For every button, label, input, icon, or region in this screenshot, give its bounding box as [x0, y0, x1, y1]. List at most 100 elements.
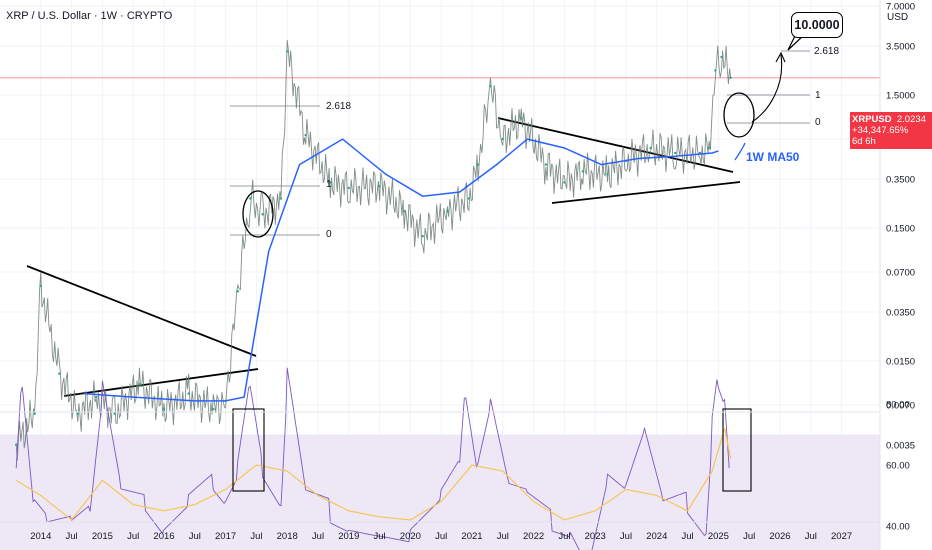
annotation-shapes	[232, 35, 805, 492]
price-point	[489, 85, 492, 88]
ma50-line	[83, 138, 719, 402]
price-tick-label: 0.0035	[886, 440, 915, 451]
time-tick-label: 2020	[400, 531, 421, 542]
price-tag-symbol: XRPUSD	[852, 114, 892, 125]
time-tick-label: Jul	[497, 531, 509, 542]
price-point	[304, 133, 307, 137]
price-target-callout: 10.0000	[791, 12, 843, 38]
price-point	[113, 412, 116, 415]
price-point	[467, 197, 471, 200]
chart-title: XRP / U.S. Dollar · 1W · CRYPTO	[6, 10, 173, 22]
time-tick-label: Jul	[805, 531, 817, 542]
price-point	[581, 170, 585, 173]
time-tick-label: Jul	[374, 531, 386, 542]
price-point	[544, 163, 548, 166]
price-point	[563, 181, 566, 184]
fib-2025-top-label: 2.618	[814, 46, 840, 57]
time-tick-label: 2023	[585, 531, 606, 542]
price-tick-label: 1.5000	[886, 91, 915, 102]
rsi-tick-label: 40.00	[886, 522, 910, 533]
rsi-tick-label: 60.00	[886, 461, 910, 472]
fib-2025-bottom-label: 0	[815, 117, 821, 128]
price-point	[14, 443, 18, 447]
price-point	[720, 55, 723, 59]
fib-lines	[230, 50, 810, 236]
price-point	[714, 69, 717, 72]
time-tick-label: Jul	[127, 531, 139, 542]
price-point	[138, 383, 141, 386]
price-tick-label: 3.5000	[886, 42, 915, 53]
time-tick-label: Jul	[66, 531, 78, 542]
price-point	[421, 235, 424, 238]
time-tick-label: Jul	[558, 531, 570, 542]
price-point	[162, 407, 166, 411]
price-tag-value: 2.0234	[896, 114, 926, 125]
price-point	[446, 210, 449, 213]
price-point	[329, 181, 332, 184]
price-point	[58, 372, 61, 375]
highlight-circle-2025	[723, 92, 755, 138]
price-point	[707, 146, 711, 150]
price-tick-label: 0.0700	[886, 267, 915, 278]
callout-pointer	[787, 35, 805, 51]
time-tick-label: Jul	[250, 531, 262, 542]
time-tick-label: 2026	[769, 531, 790, 542]
price-point	[95, 395, 98, 399]
trendline	[551, 181, 741, 204]
projection-arrowhead	[775, 51, 786, 63]
time-tick-label: Jul	[743, 531, 755, 542]
price-tick-label: 0.0070	[886, 400, 915, 411]
ma-label: 1W MA50	[746, 150, 800, 164]
fib-2017-mid-label: 1	[326, 179, 332, 190]
price-point	[674, 151, 677, 155]
time-tick-label: 2015	[92, 531, 113, 542]
rsi-tick-label: 80.00	[886, 400, 910, 411]
time-tick-label: 2018	[277, 531, 298, 542]
time-tick-label: 2016	[153, 531, 174, 542]
price-tick-label: 0.3500	[886, 175, 915, 186]
price-point	[236, 290, 240, 293]
price-line	[15, 40, 732, 461]
rsi-box-2017	[232, 408, 265, 492]
price-point	[286, 50, 289, 53]
price-tag-change: +34,347.65%	[852, 125, 909, 136]
price-point	[403, 210, 406, 213]
price-point	[378, 184, 381, 188]
time-tick-label: 2022	[523, 531, 544, 542]
rsi-series	[15, 367, 732, 550]
price-point	[39, 284, 42, 288]
price-tick-label: 7.0000	[886, 2, 915, 13]
price-point	[187, 392, 190, 395]
rsi-ma-line	[15, 428, 732, 521]
rsi-band	[0, 434, 880, 550]
time-tick-label: Jul	[435, 531, 447, 542]
price-point	[347, 186, 350, 190]
current-price-tag: XRPUSD 2.0234 +34,347.65% 6d 6h	[850, 112, 932, 149]
price-point	[33, 412, 36, 415]
projection-arrow	[751, 54, 783, 123]
time-tick-label: 2025	[708, 531, 729, 542]
time-tick-label: Jul	[620, 531, 632, 542]
trendline	[26, 265, 257, 357]
highlight-circle-2017	[242, 190, 274, 238]
price-point	[261, 213, 264, 216]
price-point	[212, 407, 215, 411]
time-tick-label: Jul	[312, 531, 324, 542]
currency-label: USD	[887, 12, 908, 23]
price-point	[520, 117, 523, 120]
price-tag-countdown: 6d 6h	[852, 136, 876, 147]
price-tick-label: 0.0350	[886, 307, 915, 318]
price-tick-label: 0.1500	[886, 223, 915, 234]
fib-2017-top-label: 2.618	[326, 101, 352, 112]
time-tick-label: Jul	[189, 531, 201, 542]
price-point	[476, 163, 480, 166]
fib-2017-bottom-label: 0	[326, 229, 332, 240]
price-tick-label: 0.0150	[886, 356, 915, 367]
price-point	[279, 197, 283, 200]
rsi-box-2025	[722, 408, 752, 492]
price-point	[649, 146, 652, 150]
time-tick-label: Jul	[682, 531, 694, 542]
time-tick-label: 2027	[831, 531, 852, 542]
